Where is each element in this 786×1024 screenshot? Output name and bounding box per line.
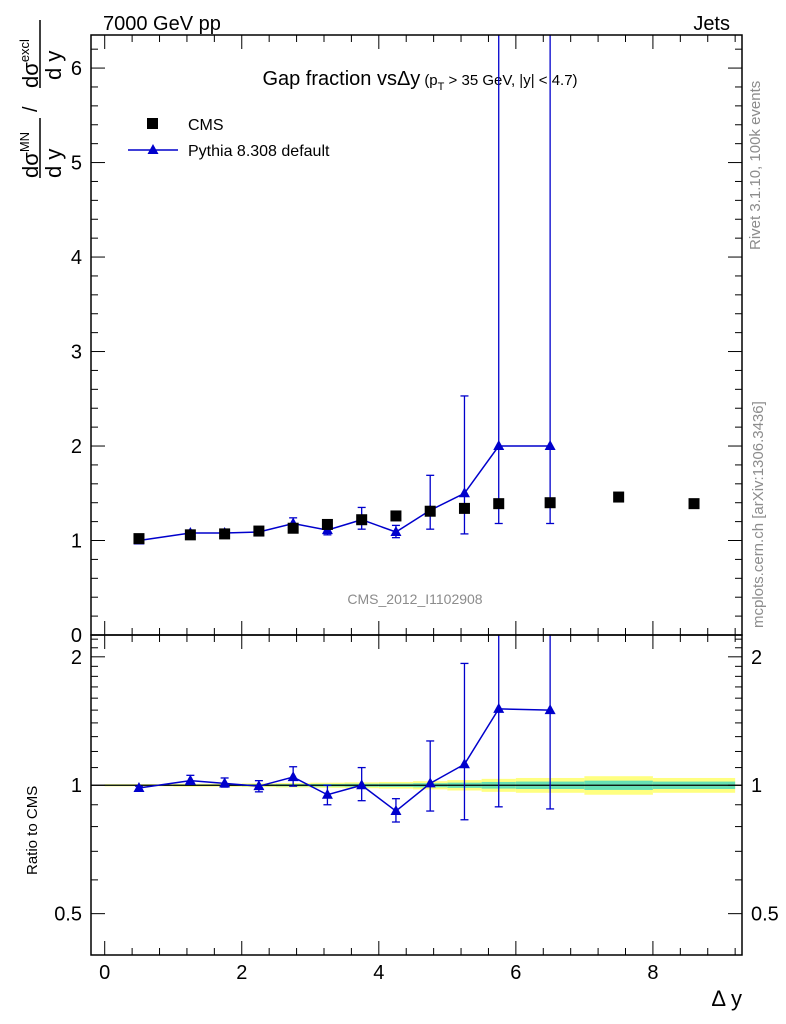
ratio-pythia-point bbox=[458, 758, 470, 769]
ratio-y-tick-label-right: 1 bbox=[751, 775, 762, 797]
ratio-y-tick-label-right: 2 bbox=[751, 647, 762, 669]
cms-point bbox=[424, 505, 436, 517]
cms-point bbox=[544, 497, 556, 509]
ratio-y-tick-label-left: 2 bbox=[71, 647, 82, 669]
cms-point bbox=[184, 529, 196, 541]
main-axis-ticks: 0 1 2 3 4 5 6 bbox=[71, 35, 742, 647]
cms-point bbox=[688, 498, 700, 510]
rivet-version-label: Rivet 3.1.10, 100k events bbox=[747, 81, 764, 250]
analysis-tag: CMS_2012_I1102908 bbox=[347, 591, 482, 607]
main-y-tick-label: 6 bbox=[71, 58, 82, 80]
main-data-points bbox=[133, 35, 700, 545]
ratio-plot-frame bbox=[90, 634, 743, 956]
ratio-pythia-line bbox=[138, 708, 551, 812]
legend-marker-cms bbox=[147, 118, 158, 129]
legend: CMS Pythia 8.308 default bbox=[128, 117, 330, 160]
y-label-denominator-b: d y bbox=[41, 51, 66, 80]
pythia-point bbox=[544, 440, 556, 451]
cms-point bbox=[321, 518, 333, 530]
cms-point bbox=[133, 533, 145, 545]
main-y-tick-label: 2 bbox=[71, 436, 82, 458]
x-tick-label: 4 bbox=[373, 962, 384, 984]
category-label: Jets bbox=[693, 13, 730, 35]
ratio-y-axis-label: Ratio to CMS bbox=[24, 786, 41, 875]
ratio-pythia-point bbox=[544, 704, 556, 715]
ratio-pythia-point bbox=[287, 771, 299, 782]
ratio-data-points bbox=[133, 635, 556, 823]
ratio-pythia-point bbox=[321, 788, 333, 799]
ratio-y-tick-label-left: 1 bbox=[71, 775, 82, 797]
cms-point bbox=[287, 522, 299, 534]
x-tick-label: 0 bbox=[99, 962, 110, 984]
pythia-point bbox=[493, 440, 505, 451]
y-label-denominator-a: d y bbox=[41, 149, 66, 178]
y-label-numerator-a: dσMN bbox=[17, 132, 43, 178]
pythia-line bbox=[138, 445, 551, 542]
y-label-numerator-b: dσexcl bbox=[17, 39, 43, 88]
ratio-pythia-point bbox=[184, 774, 196, 785]
ratio-pythia-point bbox=[390, 805, 402, 816]
ratio-pythia-point bbox=[493, 702, 505, 713]
legend-label-cms: CMS bbox=[188, 117, 224, 134]
cms-point bbox=[390, 510, 402, 522]
main-y-tick-label: 1 bbox=[71, 531, 82, 553]
ratio-pythia-point bbox=[219, 777, 231, 788]
cms-point bbox=[613, 491, 625, 503]
chart-title: Gap fraction vsΔy (pT > 35 GeV, |y| < 4.7… bbox=[262, 68, 577, 93]
cms-point bbox=[253, 525, 265, 537]
ratio-pythia-point bbox=[356, 779, 368, 790]
main-y-axis-label: dσMN d y / dσexcl d y bbox=[17, 20, 66, 178]
x-tick-label: 6 bbox=[510, 962, 521, 984]
y-label-slash: / bbox=[20, 106, 42, 112]
main-y-tick-label: 5 bbox=[71, 153, 82, 175]
legend-marker-pythia bbox=[147, 144, 159, 154]
ratio-y-tick-label-left: 0.5 bbox=[54, 904, 82, 926]
cms-point bbox=[356, 514, 368, 526]
energy-label: 7000 GeV pp bbox=[103, 13, 221, 35]
main-y-tick-label: 4 bbox=[71, 247, 82, 269]
ratio-axis-ticks: 0.5 0.5 1 1 2 2 0 2 4 6 8 bbox=[54, 635, 779, 984]
x-axis-label: Δ y bbox=[711, 986, 742, 1011]
main-y-tick-label: 0 bbox=[71, 625, 82, 647]
pythia-point bbox=[390, 526, 402, 537]
main-y-tick-label: 3 bbox=[71, 342, 82, 364]
legend-label-pythia: Pythia 8.308 default bbox=[188, 143, 330, 160]
ratio-pythia-point bbox=[133, 782, 145, 793]
ratio-pythia-point bbox=[424, 777, 436, 788]
cms-point bbox=[493, 498, 505, 510]
x-tick-label: 8 bbox=[647, 962, 658, 984]
mcplots-reference-label: mcplots.cern.ch [arXiv:1306.3436] bbox=[750, 401, 767, 628]
pythia-point bbox=[458, 487, 470, 498]
ratio-pythia-point bbox=[253, 780, 265, 791]
x-tick-label: 2 bbox=[236, 962, 247, 984]
cms-point bbox=[458, 502, 470, 514]
ratio-y-tick-label-right: 0.5 bbox=[751, 904, 779, 926]
cms-point bbox=[219, 528, 231, 540]
